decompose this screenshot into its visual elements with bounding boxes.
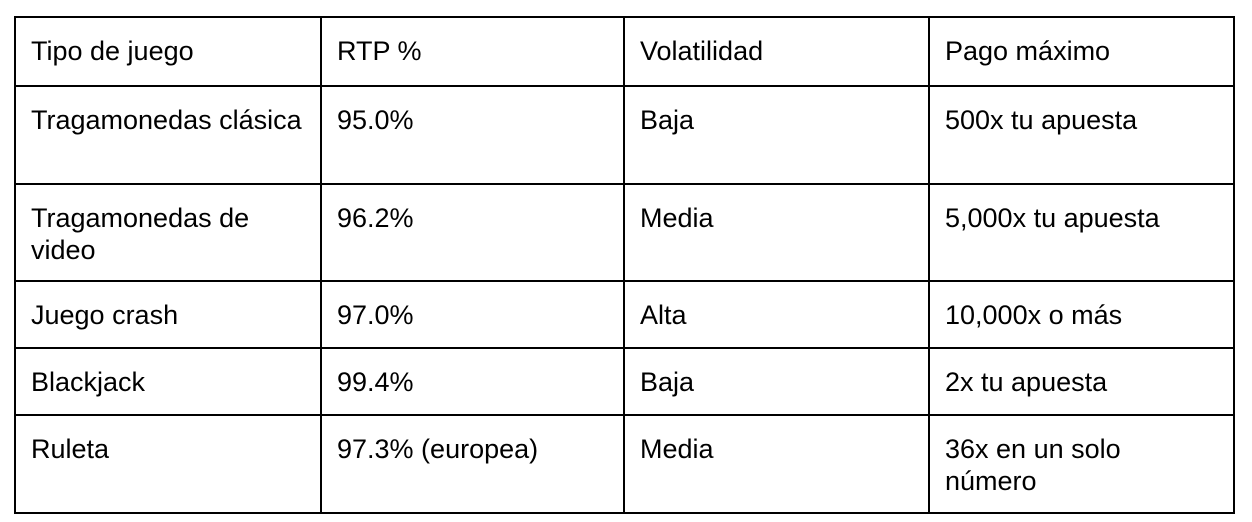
- table-cell: 97.3% (europea): [320, 414, 625, 514]
- table-cell: Tragamonedas clásica: [14, 85, 322, 185]
- table-cell: Juego crash: [14, 280, 322, 349]
- table-cell: 5,000x tu apuesta: [928, 183, 1235, 282]
- table-body: Tipo de juego RTP % Volatilidad Pago máximo…: [14, 16, 1235, 514]
- table-cell: 96.2%: [320, 183, 625, 282]
- table-row: Blackjack 99.4% Baja 2x tu apuesta: [14, 347, 1235, 416]
- table-row: Tragamonedas clásica 95.0% Baja 500x tu apu…: [14, 85, 1235, 185]
- table-cell: Baja: [623, 85, 930, 185]
- table-cell: Tragamonedas de video: [14, 183, 322, 282]
- table-cell: 36x en un solo número: [928, 414, 1235, 514]
- table-cell: Blackjack: [14, 347, 322, 416]
- table-cell: Baja: [623, 347, 930, 416]
- table-row: Tipo de juego RTP % Volatilidad Pago máximo: [14, 16, 1235, 87]
- table-cell: 2x tu apuesta: [928, 347, 1235, 416]
- table-cell: Ruleta: [14, 414, 322, 514]
- header-cell: Pago máximo: [928, 16, 1235, 87]
- table-cell: Media: [623, 183, 930, 282]
- table-cell: 97.0%: [320, 280, 625, 349]
- table-cell: Alta: [623, 280, 930, 349]
- table-cell: 500x tu apuesta: [928, 85, 1235, 185]
- table-row: Juego crash 97.0% Alta 10,000x o más: [14, 280, 1235, 349]
- table-cell: 10,000x o más: [928, 280, 1235, 349]
- table-cell: Media: [623, 414, 930, 514]
- table-cell: 99.4%: [320, 347, 625, 416]
- table-row: Ruleta 97.3% (europea) Media 36x en un solo…: [14, 414, 1235, 514]
- header-cell: RTP %: [320, 16, 625, 87]
- table: Tipo de juego RTP % Volatilidad Pago máximo…: [14, 16, 1235, 514]
- table-row: Tragamonedas de video 96.2% Media 5,000x tu…: [14, 183, 1235, 282]
- table-cell: 95.0%: [320, 85, 625, 185]
- header-cell: Volatilidad: [623, 16, 930, 87]
- header-cell: Tipo de juego: [14, 16, 322, 87]
